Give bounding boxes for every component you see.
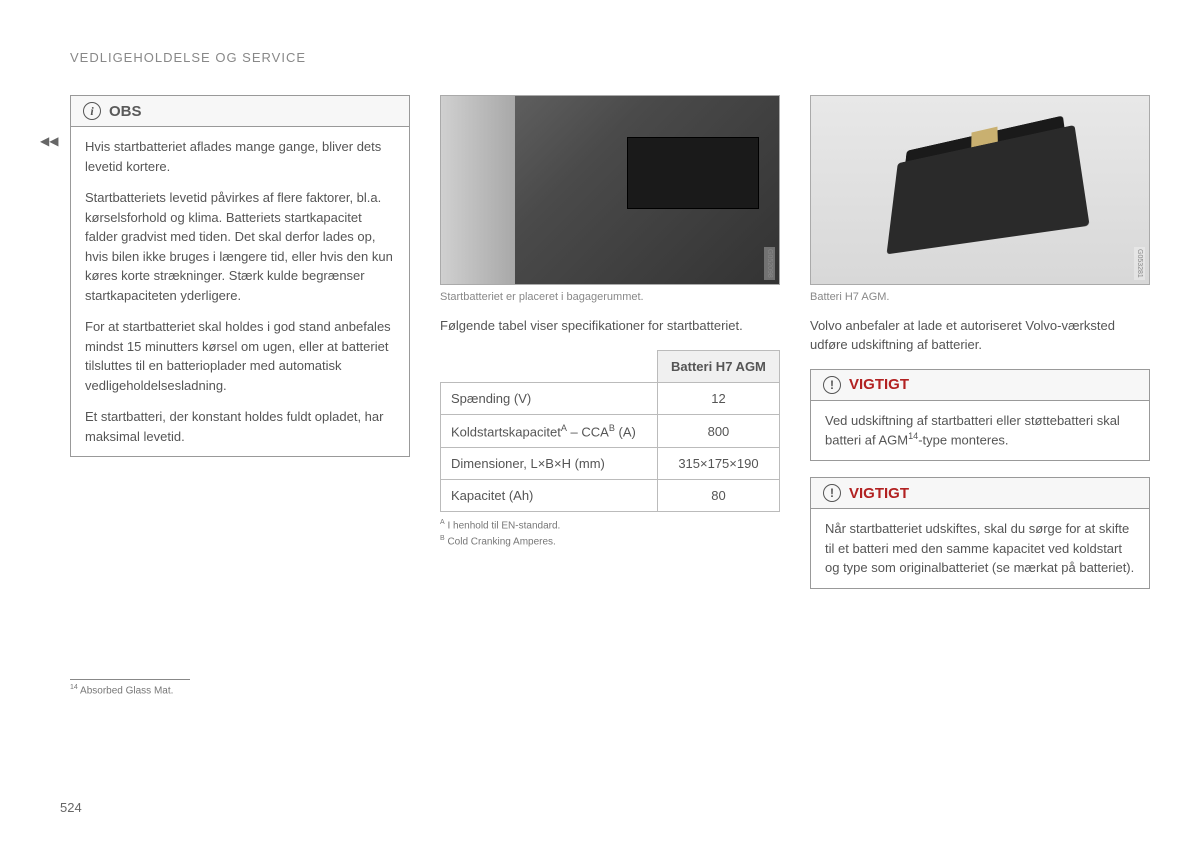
content-columns: i OBS Hvis startbatteriet aflades mange …	[70, 95, 1140, 589]
obs-p2: Startbatteriets levetid påvirkes af fler…	[85, 188, 395, 305]
obs-header: i OBS	[71, 96, 409, 127]
spec-value: 80	[657, 480, 779, 512]
column-3: G053281 Batteri H7 AGM. Volvo anbefaler …	[810, 95, 1150, 589]
table-row: KoldstartskapacitetA – CCAB (A) 800	[441, 414, 780, 447]
spec-value: 800	[657, 414, 779, 447]
figure-battery-graphic	[811, 96, 1149, 284]
table-header-row: Batteri H7 AGM	[441, 350, 780, 382]
figure-trunk-graphic	[441, 96, 779, 284]
image-code-1: G052098	[764, 247, 775, 280]
spec-label: KoldstartskapacitetA – CCAB (A)	[441, 414, 658, 447]
important-box-2: ! VIGTIGT Når startbatteriet udskiftes, …	[810, 477, 1150, 589]
figure-battery-caption: Batteri H7 AGM.	[810, 291, 1150, 303]
important-header-1: ! VIGTIGT	[811, 370, 1149, 401]
spec-table: Batteri H7 AGM Spænding (V) 12 Koldstart…	[440, 350, 780, 512]
important-box-1: ! VIGTIGT Ved udskiftning af startbatter…	[810, 369, 1150, 461]
footnote-b: B Cold Cranking Amperes.	[440, 534, 780, 549]
spec-label: Spænding (V)	[441, 382, 658, 414]
table-row: Kapacitet (Ah) 80	[441, 480, 780, 512]
battery-illustration	[887, 125, 1090, 254]
table-intro: Følgende tabel viser specifikationer for…	[440, 317, 780, 336]
spec-label: Kapacitet (Ah)	[441, 480, 658, 512]
continuation-marker: ◀◀	[40, 134, 58, 148]
important-body-2: Når startbatteriet udskiftes, skal du sø…	[811, 509, 1149, 588]
figure-trunk: G052098	[440, 95, 780, 285]
important-header-2: ! VIGTIGT	[811, 478, 1149, 509]
obs-title: OBS	[109, 103, 142, 120]
table-blank-header	[441, 350, 658, 382]
page-footnote: 14 Absorbed Glass Mat.	[70, 684, 1140, 696]
info-icon: i	[83, 102, 101, 120]
obs-note-box: i OBS Hvis startbatteriet aflades mange …	[70, 95, 410, 457]
column-2: G052098 Startbatteriet er placeret i bag…	[440, 95, 780, 589]
figure-trunk-caption: Startbatteriet er placeret i bagagerumme…	[440, 291, 780, 303]
obs-p1: Hvis startbatteriet aflades mange gange,…	[85, 137, 395, 176]
important-title-1: VIGTIGT	[849, 376, 909, 393]
spec-label: Dimensioner, L×B×H (mm)	[441, 448, 658, 480]
warning-icon: !	[823, 484, 841, 502]
warning-icon: !	[823, 376, 841, 394]
footnote-rule	[70, 679, 190, 680]
table-col-header: Batteri H7 AGM	[657, 350, 779, 382]
footnote-a: A I henhold til EN-standard.	[440, 518, 780, 533]
page-number: 524	[60, 800, 82, 815]
important-body-1: Ved udskiftning af startbatteri eller st…	[811, 401, 1149, 460]
table-row: Dimensioner, L×B×H (mm) 315×175×190	[441, 448, 780, 480]
obs-body: Hvis startbatteriet aflades mange gange,…	[71, 127, 409, 456]
spec-value: 315×175×190	[657, 448, 779, 480]
image-code-2: G053281	[1134, 247, 1145, 280]
spec-value: 12	[657, 382, 779, 414]
obs-p4: Et startbatteri, der konstant holdes ful…	[85, 407, 395, 446]
important-title-2: VIGTIGT	[849, 485, 909, 502]
obs-p3: For at startbatteriet skal holdes i god …	[85, 317, 395, 395]
figure-battery: G053281	[810, 95, 1150, 285]
table-row: Spænding (V) 12	[441, 382, 780, 414]
table-footnotes: A I henhold til EN-standard. B Cold Cran…	[440, 518, 780, 549]
col3-intro: Volvo anbefaler at lade et autoriseret V…	[810, 317, 1150, 355]
section-header: VEDLIGEHOLDELSE OG SERVICE	[70, 50, 1140, 65]
column-1: i OBS Hvis startbatteriet aflades mange …	[70, 95, 410, 589]
